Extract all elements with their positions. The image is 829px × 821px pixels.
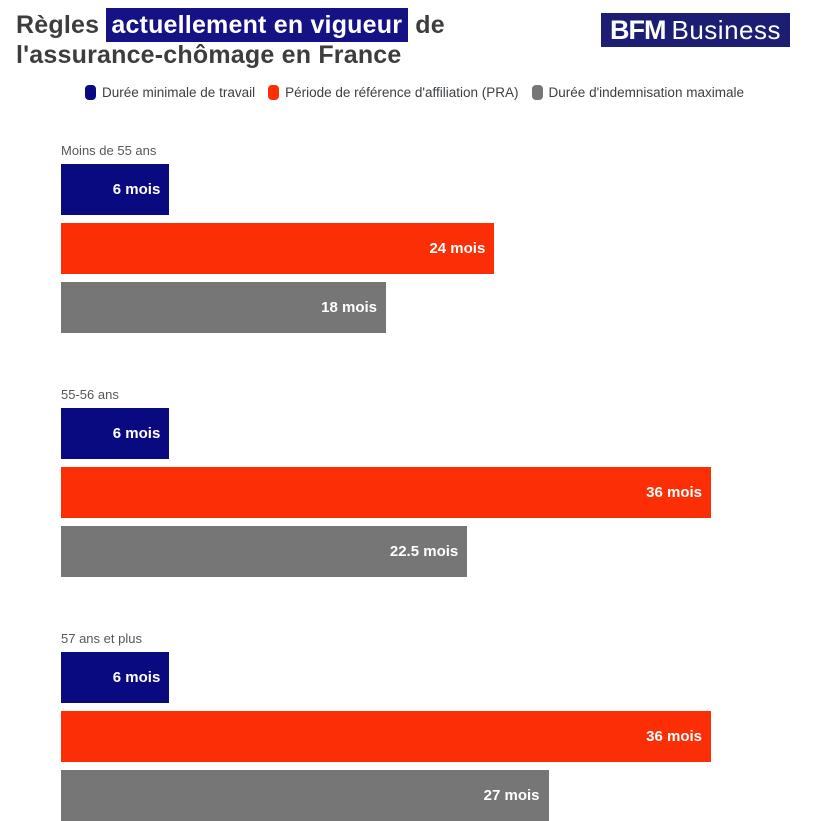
chart-legend: Durée minimale de travail Période de réf… xyxy=(0,84,829,101)
chart: Moins de 55 ans 6 mois 24 mois 18 mois 55-56… xyxy=(61,143,711,821)
title-suffix: de xyxy=(408,11,445,39)
bar-value-label: 36 mois xyxy=(646,728,702,745)
bar-group: 55-56 ans 6 mois 36 mois 22.5 mois xyxy=(61,387,711,577)
header: Règles actuellement en vigueur de l'assur… xyxy=(0,0,829,70)
bar-group: 57 ans et plus 6 mois 36 mois 27 mois xyxy=(61,631,711,821)
bar-duree-indemnisation-maximale: 27 mois xyxy=(61,770,549,821)
bar-value-label: 24 mois xyxy=(429,240,486,257)
legend-item-duree-minimale: Durée minimale de travail xyxy=(85,85,255,100)
bar-periode-de-reference-affiliation: 36 mois xyxy=(61,467,711,518)
legend-swatch-navy-icon xyxy=(85,85,97,100)
bar-value-label: 27 mois xyxy=(483,787,540,804)
bar-row: 6 mois xyxy=(61,408,711,459)
bar-duree-indemnisation-maximale: 22.5 mois xyxy=(61,526,468,577)
legend-item-periode-reference: Période de référence d'affiliation (PRA) xyxy=(268,85,519,100)
title-prefix: Règles xyxy=(16,11,107,39)
bar-row: 6 mois xyxy=(61,652,711,703)
legend-label: Durée minimale de travail xyxy=(102,85,256,100)
logo-business-text: Business xyxy=(671,14,781,45)
bar-row: 27 mois xyxy=(61,770,711,821)
bar-value-label: 22.5 mois xyxy=(389,543,459,560)
bar-duree-indemnisation-maximale: 18 mois xyxy=(61,282,386,333)
bar-duree-minimale-de-travail: 6 mois xyxy=(61,652,170,703)
bar-value-label: 18 mois xyxy=(321,299,377,316)
title-line2: l'assurance-chômage en France xyxy=(16,41,402,69)
bar-value-label: 36 mois xyxy=(646,484,702,501)
bfm-business-logo: BFM Business xyxy=(601,13,790,47)
legend-swatch-gray-icon xyxy=(531,85,543,100)
bar-periode-de-reference-affiliation: 36 mois xyxy=(61,711,711,762)
bar-row: 24 mois xyxy=(61,223,711,274)
bar-row: 36 mois xyxy=(61,467,711,518)
legend-label: Période de référence d'affiliation (PRA) xyxy=(285,85,519,100)
page-title: Règles actuellement en vigueur de l'assur… xyxy=(16,8,591,70)
bar-value-label: 6 mois xyxy=(112,669,161,686)
bar-periode-de-reference-affiliation: 24 mois xyxy=(61,223,495,274)
bar-row: 6 mois xyxy=(61,164,711,215)
group-label: 57 ans et plus xyxy=(61,631,142,646)
legend-item-duree-indemnisation: Durée d'indemnisation maximale xyxy=(531,85,744,100)
legend-label: Durée d'indemnisation maximale xyxy=(548,85,744,100)
bar-group: Moins de 55 ans 6 mois 24 mois 18 mois xyxy=(61,143,711,333)
bar-duree-minimale-de-travail: 6 mois xyxy=(61,164,170,215)
legend-swatch-orange-icon xyxy=(268,85,280,100)
bar-row: 36 mois xyxy=(61,711,711,762)
group-label: Moins de 55 ans xyxy=(61,143,157,158)
bar-row: 22.5 mois xyxy=(61,526,711,577)
group-label: 55-56 ans xyxy=(61,387,119,402)
bar-duree-minimale-de-travail: 6 mois xyxy=(61,408,170,459)
logo-bfm-text: BFM xyxy=(610,14,666,45)
bar-value-label: 6 mois xyxy=(112,425,161,442)
bar-row: 18 mois xyxy=(61,282,711,333)
bar-value-label: 6 mois xyxy=(112,181,161,198)
title-highlight: actuellement en vigueur xyxy=(106,8,409,42)
